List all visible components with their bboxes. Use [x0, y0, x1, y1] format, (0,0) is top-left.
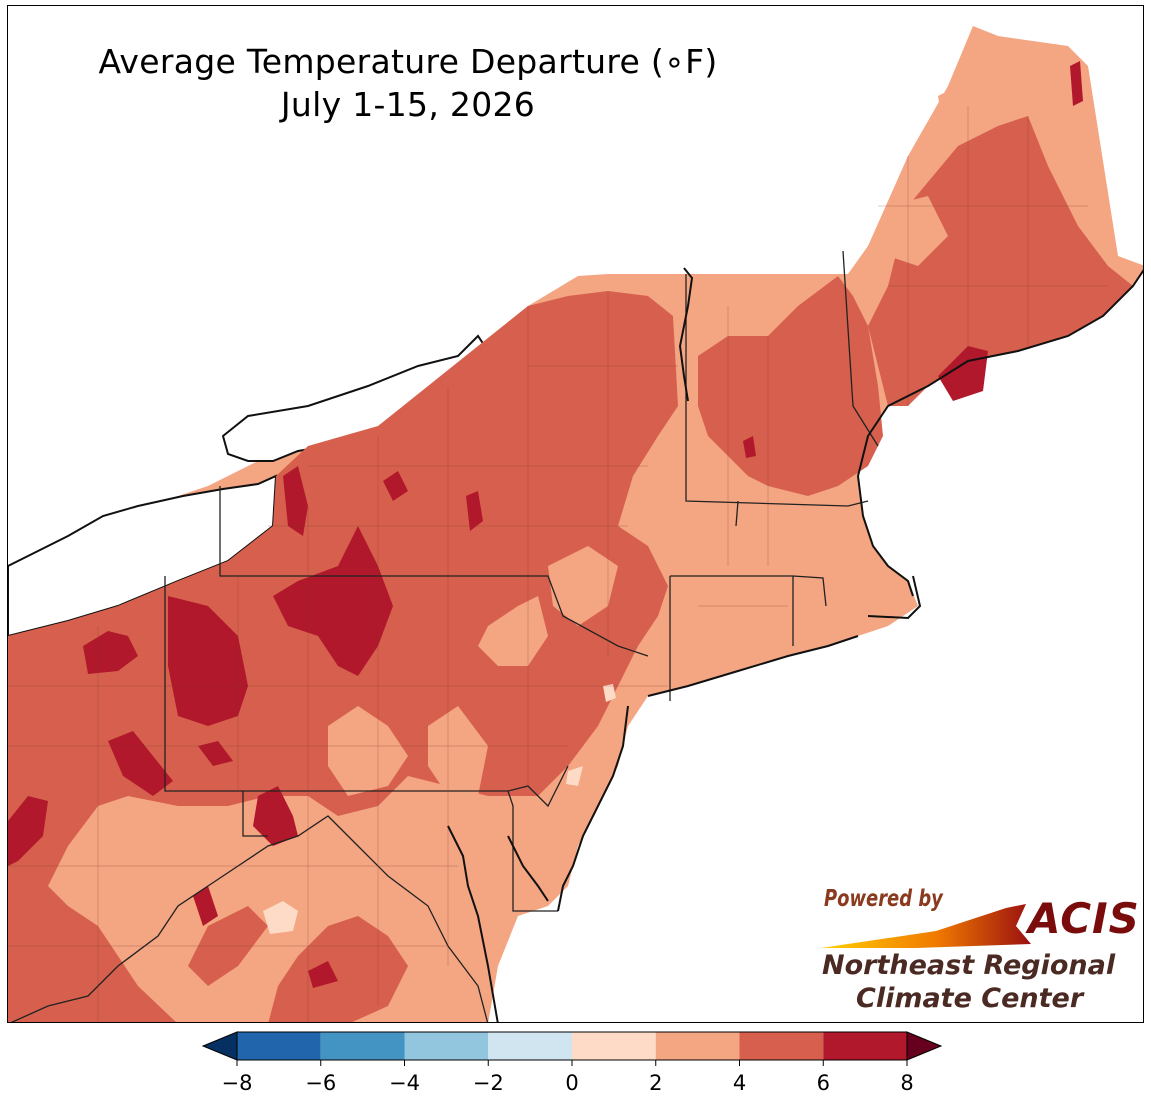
- acis-logo-text: ACIS: [1028, 894, 1140, 943]
- colorbar-under-arrow: [201, 1031, 238, 1061]
- colorbar-legend: −8 −6 −4 −2 0 2 4 6 8: [200, 1028, 945, 1108]
- colorbar-tick-label-5: 2: [649, 1071, 662, 1095]
- colorbar-bin-5: [655, 1032, 740, 1060]
- colorbar-bin-0: [237, 1032, 321, 1060]
- colorbar-svg: −8 −6 −4 −2 0 2 4 6 8: [201, 1031, 943, 1095]
- powered-by-text: Powered by: [824, 886, 943, 912]
- org-name-line1: Northeast Regional: [822, 950, 1116, 981]
- colorbar-tick-label-4: 0: [565, 1071, 578, 1095]
- departure-0-2-patches: [263, 684, 616, 934]
- colorbar-tick-label-3: −2: [473, 1071, 504, 1095]
- colorbar-bin-6: [739, 1032, 824, 1060]
- county-borders: [8, 106, 1108, 1022]
- org-name-line2: Climate Center: [856, 983, 1084, 1014]
- map-frame: Average Temperature Departure (∘F) July …: [7, 5, 1144, 1023]
- acis-swoosh-icon: [821, 904, 1031, 948]
- acis-nrcc-logo: Powered by ACIS Northeast Regional Clima…: [816, 886, 1139, 1016]
- colorbar-tick-label-2: −4: [389, 1071, 420, 1095]
- map-title-line2: July 1-15, 2026: [280, 85, 536, 124]
- state-borders: [10, 250, 879, 1022]
- map-title-line1: Average Temperature Departure (∘F): [98, 42, 718, 81]
- ocean: [488, 273, 1143, 1022]
- temperature-map: [8, 6, 1143, 1022]
- map-title: Average Temperature Departure (∘F) July …: [8, 40, 808, 126]
- colorbar-tick-label-7: 6: [817, 1071, 830, 1095]
- colorbar-bin-3: [488, 1032, 572, 1060]
- departure-2-4-patches: [168, 76, 998, 866]
- colorbar-tick-label-6: 4: [733, 1071, 746, 1095]
- colorbar-bin-1: [320, 1032, 405, 1060]
- colorbar-tick-label-0: −8: [222, 1071, 253, 1095]
- coastlines: [447, 267, 1143, 1022]
- colorbar-tick-label-1: −6: [305, 1071, 336, 1095]
- colorbar-tick-label-8: 8: [900, 1071, 913, 1095]
- colorbar-bin-7: [823, 1032, 907, 1060]
- departure-6-8-areas: [8, 61, 1083, 988]
- colorbar-over-arrow: [906, 1031, 943, 1061]
- colorbar-bin-2: [404, 1032, 489, 1060]
- colorbar-bin-4: [572, 1032, 656, 1060]
